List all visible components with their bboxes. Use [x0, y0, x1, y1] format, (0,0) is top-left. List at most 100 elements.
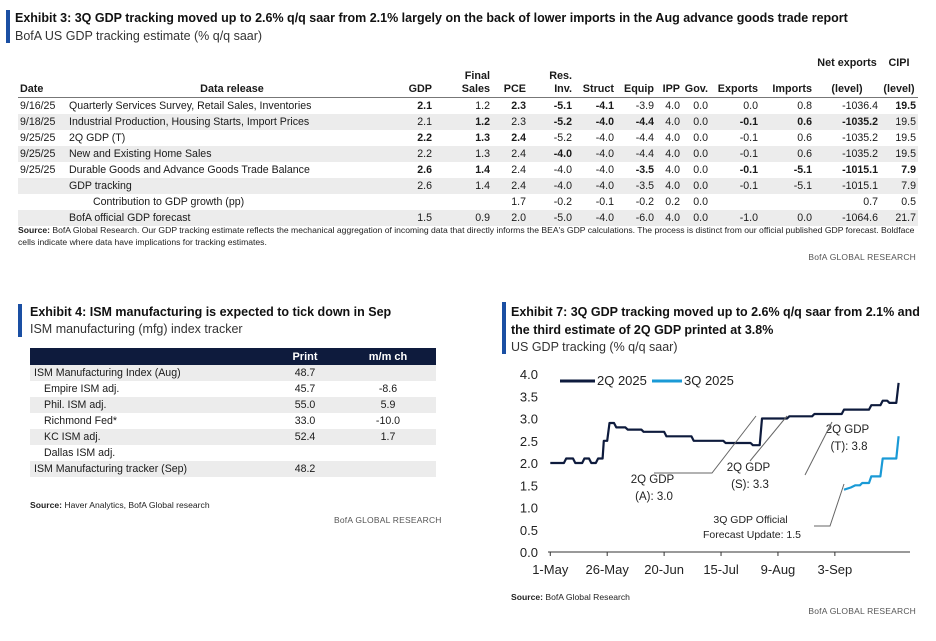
annotation-2q-second: 2Q GDP (S): 3.3 [727, 462, 773, 491]
x-tick-label: 26-May [586, 562, 630, 577]
exhibit3-title: Exhibit 3: 3Q GDP tracking moved up to 2… [15, 11, 848, 25]
y-tick-label: 0.0 [520, 545, 538, 560]
table-row: ISM Manufacturing Index (Aug) 48.7 [30, 365, 436, 381]
annotation-line: (A): 3.0 [635, 491, 673, 503]
annotation-line: (T): 3.8 [830, 441, 867, 453]
cell-final-sales: 1.3 [434, 146, 492, 162]
source-text: Haver Analytics, BofA Global research [64, 500, 210, 510]
cell-mom: 5.9 [340, 397, 436, 413]
gdp-tracking-chart: 0.0 0.5 1.0 1.5 2.0 2.5 3.0 3.5 4.0 1-May 26-May 2… [520, 367, 910, 577]
cell-imports: -5.1 [793, 164, 812, 176]
cell-equip: -3.5 [616, 178, 656, 194]
brand-footer: BofA GLOBAL RESEARCH [808, 606, 916, 616]
cell-print: 52.4 [270, 429, 340, 445]
cell-release: 2Q GDP (T) [69, 132, 126, 144]
cell-struct: -4.0 [595, 164, 614, 176]
cell-net-exports: -1015.1 [814, 178, 880, 194]
cell-net-exports: -1035.2 [814, 114, 880, 130]
cell-pce: 2.4 [511, 164, 526, 176]
exhibit3-subtitle: BofA US GDP tracking estimate (% q/q saa… [15, 29, 263, 43]
cell-release: Industrial Production, Housing Starts, I… [67, 114, 397, 130]
col-date: Date [18, 70, 67, 98]
y-tick-label: 2.0 [520, 456, 538, 471]
col-final-sales: Final Sales [434, 70, 492, 98]
cell-gov: 0.0 [682, 210, 710, 226]
annotation-3q-official: 3Q GDP Official Forecast Update: 1.5 [703, 514, 801, 541]
annotation-leader-official [814, 483, 845, 527]
cell-net-exports: -1064.6 [814, 210, 880, 226]
table-row: Dallas ISM adj. [30, 445, 436, 461]
series-group [550, 382, 900, 491]
cell-gdp: 2.1 [397, 114, 434, 130]
cell-gdp: 2.2 [417, 132, 432, 144]
cell-exports: -0.1 [739, 132, 758, 144]
cell-imports [760, 194, 814, 210]
exhibit7-accent-bar [502, 302, 506, 354]
cell-ipp: 4.0 [665, 132, 680, 144]
cell-gov: 0.0 [693, 196, 708, 208]
annotation-line: 2Q GDP [631, 474, 675, 486]
cell-gov: 0.0 [682, 146, 710, 162]
cell-net-exports: -1035.2 [842, 132, 878, 144]
cell-print [270, 445, 340, 461]
cell-struct: -4.0 [574, 178, 616, 194]
table-row: 9/25/25 Durable Goods and Advance Goods … [18, 162, 918, 178]
y-axis: 0.0 0.5 1.0 1.5 2.0 2.5 3.0 3.5 4.0 [520, 367, 538, 560]
cell-release: GDP tracking [67, 178, 397, 194]
cell-gov: 0.0 [693, 164, 708, 176]
x-axis: 1-May 26-May 20-Jun 15-Jul 9-Aug 3-Sep [532, 552, 852, 577]
cell-final-sales: 1.4 [475, 164, 490, 176]
cell-print: 48.2 [270, 461, 340, 477]
series-line-2q-2025 [550, 382, 900, 465]
y-tick-label: 0.5 [520, 523, 538, 538]
cell-mom: -8.6 [378, 383, 398, 395]
exhibit4-subtitle: ISM manufacturing (mfg) index tracker [30, 322, 243, 336]
annotations: 2Q GDP (A): 3.0 2Q GDP (S): 3.3 2Q GDP (… [631, 415, 870, 541]
cell-res-inv: -4.0 [553, 164, 572, 176]
col-mom: m/m ch [340, 348, 436, 365]
cell-print: 45.7 [294, 383, 316, 395]
annotation-leader-second [749, 415, 788, 462]
cell-date: 9/16/25 [20, 100, 56, 112]
cell-date: 9/25/25 [20, 164, 56, 176]
exhibit7-title-1: Exhibit 7: 3Q GDP tracking moved up to 2… [511, 305, 920, 319]
table-row: 9/25/25 2Q GDP (T) 2.2 1.3 2.4 -5.2 -4.0… [18, 130, 918, 146]
cell-mom [340, 445, 436, 461]
cell-final-sales: 1.3 [475, 132, 490, 144]
exhibit4-source: Source: Haver Analytics, BofA Global res… [30, 499, 210, 511]
cell-net-exports: -1035.2 [814, 146, 880, 162]
annotation-line: 2Q GDP [826, 424, 870, 436]
col-cipi-1: CIPI [888, 57, 910, 69]
source-text: BofA Global Research [545, 592, 630, 602]
cell-equip: -0.2 [635, 196, 654, 208]
source-label: Source: [30, 500, 62, 510]
cell-ipp: 4.0 [656, 114, 682, 130]
cell-equip: -3.5 [635, 164, 654, 176]
cell-cipi: 19.5 [880, 146, 918, 162]
cell-date [18, 194, 67, 210]
exhibit4-title: Exhibit 4: ISM manufacturing is expected… [30, 305, 392, 319]
cell-release: Contribution to GDP growth (pp) [93, 196, 245, 208]
cell-gov: 0.0 [682, 178, 710, 194]
cell-date: 9/18/25 [18, 114, 67, 130]
cell-imports: 0.6 [797, 132, 812, 144]
cell-gdp: 2.2 [397, 146, 434, 162]
cell-mom: 1.7 [340, 429, 436, 445]
cell-mom [340, 461, 436, 477]
cell-pce: 2.4 [492, 146, 528, 162]
y-tick-label: 4.0 [520, 367, 538, 382]
col-equip: Equip [616, 70, 656, 98]
cell-struct: -0.1 [595, 196, 614, 208]
cell-cipi: 7.9 [901, 164, 916, 176]
cell-imports: 0.0 [760, 210, 814, 226]
table-row: Contribution to GDP growth (pp) 1.7 -0.2… [18, 194, 918, 210]
series-line-3q-2025 [843, 436, 900, 491]
cell-release: Quarterly Services Survey, Retail Sales,… [69, 100, 312, 112]
cell-equip: -4.4 [635, 132, 654, 144]
cell-pce: 2.3 [511, 100, 526, 112]
y-tick-label: 2.5 [520, 434, 538, 449]
cell-final-sales: 1.2 [434, 114, 492, 130]
table-row: Empire ISM adj. 45.7 -8.6 [30, 381, 436, 397]
cell-print: 33.0 [294, 415, 316, 427]
y-tick-label: 3.5 [520, 389, 538, 404]
